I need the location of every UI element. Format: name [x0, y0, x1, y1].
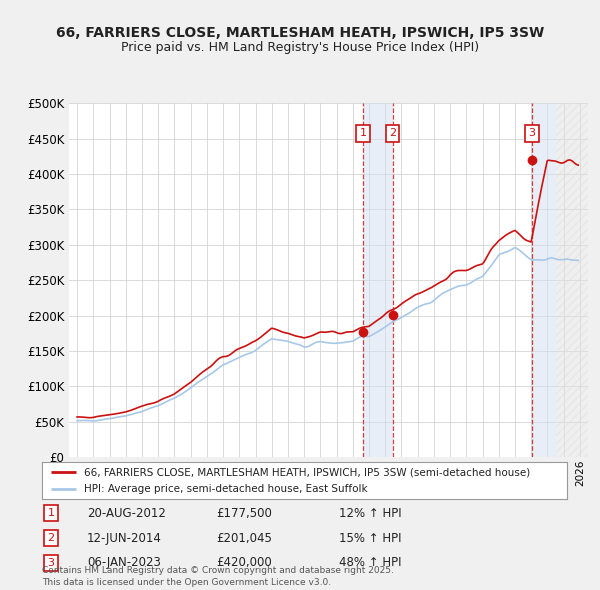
- Bar: [363, 103, 392, 457]
- Text: 3: 3: [528, 129, 535, 138]
- Text: 12% ↑ HPI: 12% ↑ HPI: [339, 507, 401, 520]
- Text: 1: 1: [47, 509, 55, 518]
- Bar: [556, 103, 588, 457]
- Text: 48% ↑ HPI: 48% ↑ HPI: [339, 556, 401, 569]
- Text: £177,500: £177,500: [216, 507, 272, 520]
- Bar: [556, 103, 588, 457]
- Text: 06-JAN-2023: 06-JAN-2023: [87, 556, 161, 569]
- Text: £201,045: £201,045: [216, 532, 272, 545]
- Text: 15% ↑ HPI: 15% ↑ HPI: [339, 532, 401, 545]
- Text: 3: 3: [47, 558, 55, 568]
- Text: Price paid vs. HM Land Registry's House Price Index (HPI): Price paid vs. HM Land Registry's House …: [121, 41, 479, 54]
- Text: HPI: Average price, semi-detached house, East Suffolk: HPI: Average price, semi-detached house,…: [84, 484, 368, 494]
- Text: 2: 2: [389, 129, 396, 138]
- Text: 66, FARRIERS CLOSE, MARTLESHAM HEATH, IPSWICH, IP5 3SW: 66, FARRIERS CLOSE, MARTLESHAM HEATH, IP…: [56, 26, 544, 40]
- Text: 2: 2: [47, 533, 55, 543]
- Bar: [532, 103, 556, 457]
- Text: Contains HM Land Registry data © Crown copyright and database right 2025.
This d: Contains HM Land Registry data © Crown c…: [42, 566, 394, 587]
- Text: £420,000: £420,000: [216, 556, 272, 569]
- Text: 66, FARRIERS CLOSE, MARTLESHAM HEATH, IPSWICH, IP5 3SW (semi-detached house): 66, FARRIERS CLOSE, MARTLESHAM HEATH, IP…: [84, 467, 530, 477]
- Text: 1: 1: [360, 129, 367, 138]
- Text: 12-JUN-2014: 12-JUN-2014: [87, 532, 162, 545]
- Text: 20-AUG-2012: 20-AUG-2012: [87, 507, 166, 520]
